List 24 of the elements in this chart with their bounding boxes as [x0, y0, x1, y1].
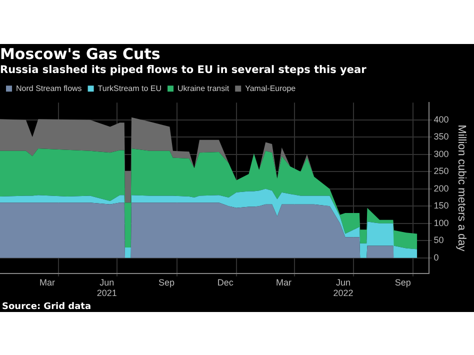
x-tick-label: Jun 2022: [333, 277, 354, 298]
y-tick-label: 50: [434, 235, 444, 246]
y-tick-label: 100: [434, 218, 449, 228]
x-tick-label: Sep: [394, 277, 411, 288]
x-tick-label: Mar: [40, 277, 56, 288]
y-tick-label: 150: [434, 200, 449, 211]
x-tick-label: Mar: [276, 277, 292, 288]
legend-label: Nord Stream flows: [16, 84, 82, 93]
y-axis-title: Million cubic meters a day: [455, 124, 468, 252]
legend-label: Yamal-Europe: [245, 84, 296, 93]
y-tick-label: 250: [434, 166, 449, 176]
y-tick-label: 0: [434, 252, 439, 262]
x-tick-label: Dec: [217, 277, 234, 288]
y-tick-label: 300: [434, 148, 449, 159]
x-tick-label: Sep: [158, 277, 174, 288]
y-tick-label: 350: [434, 132, 449, 142]
y-tick-label: 400: [434, 114, 449, 124]
legend-label: Ukraine transit: [178, 84, 230, 93]
x-tick-label: Jun 2021: [96, 277, 117, 298]
chart-subtitle: Russia slashed its piped flows to EU in several steps this year: [0, 64, 368, 76]
chart-title: Moscow's Gas Cuts: [0, 44, 160, 63]
y-tick-label: 200: [434, 183, 449, 194]
legend-label: TurkStream to EU: [98, 84, 162, 93]
source-note: Source: Grid data: [2, 302, 92, 312]
